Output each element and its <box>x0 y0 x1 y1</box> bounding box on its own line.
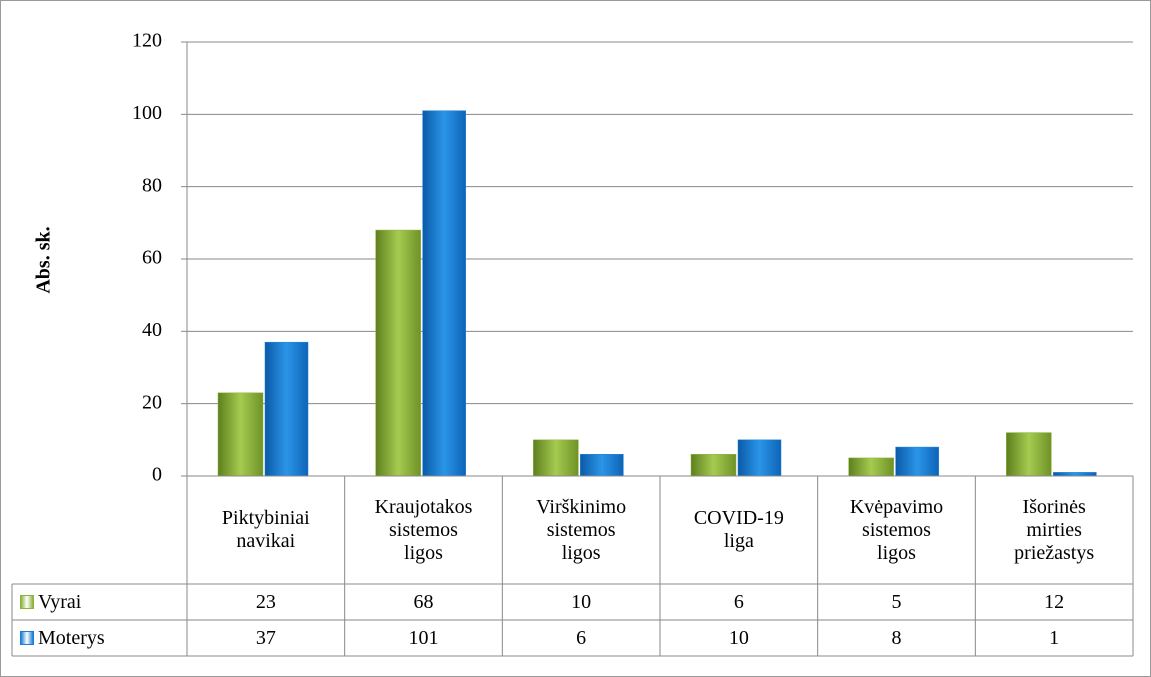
y-tick-label: 20 <box>142 391 162 413</box>
bar <box>422 110 466 477</box>
legend-item: Vyrai <box>12 584 187 620</box>
table-value: 6 <box>576 626 587 649</box>
bar <box>580 454 624 477</box>
y-tick-label: 120 <box>132 30 162 52</box>
table-value: 12 <box>1044 590 1065 613</box>
bar <box>375 229 421 477</box>
y-tick-label: 40 <box>142 319 162 341</box>
legend-item: Moterys <box>12 620 187 656</box>
bar <box>737 439 782 477</box>
table-value: 1 <box>1049 626 1060 649</box>
table-value: 23 <box>255 590 276 613</box>
category-label: Išorinės mirties priežastys <box>1014 495 1095 564</box>
legend-key <box>20 631 34 645</box>
category-label: COVID-19 liga <box>693 507 784 552</box>
y-axis-label: Abs. sk. <box>33 226 55 293</box>
y-tick-label: 60 <box>142 247 162 269</box>
table-value: 6 <box>733 590 744 613</box>
bar <box>1006 432 1052 477</box>
legend-label: Vyrai <box>38 590 82 613</box>
category-label: Kraujotakos sistemos ligos <box>374 495 473 564</box>
bar <box>217 392 264 477</box>
category-label: Kvėpavimo sistemos ligos <box>849 495 944 564</box>
bar <box>533 439 579 477</box>
table-value: 10 <box>571 590 592 613</box>
category-label: Piktybiniai navikai <box>221 507 310 552</box>
bar <box>895 446 939 477</box>
table-value: 37 <box>255 626 276 649</box>
bar <box>848 457 894 477</box>
category-label: Virškinimo sistemos ligos <box>536 495 627 564</box>
y-tick-label: 100 <box>132 102 162 124</box>
table-value: 5 <box>891 590 902 613</box>
bar <box>690 454 737 477</box>
y-tick-label: 80 <box>142 174 162 196</box>
table-value: 68 <box>413 590 434 613</box>
table-value: 101 <box>408 626 439 649</box>
table-value: 8 <box>891 626 902 649</box>
legend-key <box>20 595 34 609</box>
table-value: 10 <box>728 626 749 649</box>
y-tick-label: 0 <box>152 464 162 486</box>
legend-label: Moterys <box>38 626 105 649</box>
bar <box>264 341 309 477</box>
